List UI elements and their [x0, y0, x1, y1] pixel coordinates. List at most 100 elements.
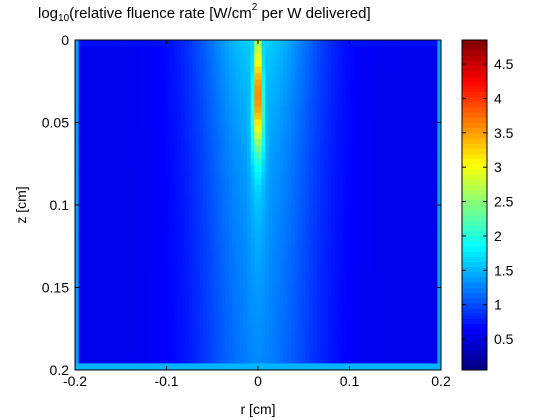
heatmap-cell	[89, 244, 94, 252]
heatmap-cell	[148, 172, 153, 179]
heatmap-cell	[82, 350, 87, 358]
heatmap-cell	[397, 53, 402, 61]
heatmap-cell	[100, 79, 105, 87]
heatmap-cell	[159, 205, 164, 212]
heatmap-cell	[323, 290, 328, 298]
heatmap-cell	[199, 158, 204, 166]
heatmap-cell	[111, 238, 116, 245]
heatmap-cell	[415, 224, 420, 232]
heatmap-cell	[312, 251, 317, 259]
heatmap-cell	[400, 271, 405, 278]
heatmap-cell	[360, 152, 365, 160]
heatmap-cell	[345, 46, 350, 54]
heatmap-cell	[408, 132, 413, 140]
heatmap-cell	[320, 145, 325, 153]
heatmap-cell	[89, 185, 94, 193]
heatmap-cell	[228, 119, 233, 127]
heatmap-cell	[247, 158, 252, 166]
heatmap-cell	[115, 356, 120, 364]
heatmap-cell	[239, 86, 244, 94]
heatmap-cell	[422, 257, 427, 265]
heatmap-cell	[265, 257, 270, 265]
heatmap-cell	[272, 185, 277, 193]
heatmap-cell	[353, 363, 358, 371]
heatmap-cell	[426, 66, 431, 74]
heatmap-cell	[104, 99, 109, 107]
heatmap-cell	[375, 356, 380, 364]
heatmap-cell	[268, 132, 274, 140]
heatmap-cell	[375, 323, 380, 331]
heatmap-cell	[265, 205, 270, 212]
heatmap-cell	[367, 125, 372, 133]
heatmap-cell	[437, 172, 442, 179]
heatmap-cell	[243, 238, 248, 245]
heatmap-cell	[419, 350, 424, 358]
heatmap-cell	[323, 40, 328, 47]
heatmap-cell	[173, 145, 178, 153]
heatmap-cell	[320, 297, 325, 305]
heatmap-cell	[276, 304, 281, 311]
heatmap-cell	[276, 178, 281, 186]
heatmap-cell	[236, 297, 241, 305]
heatmap-cell	[140, 251, 145, 259]
heatmap-cell	[430, 53, 435, 61]
heatmap-cell	[276, 363, 281, 371]
heatmap-cell	[305, 297, 310, 305]
heatmap-cell	[195, 218, 200, 226]
heatmap-cell	[89, 112, 94, 120]
heatmap-cell	[301, 330, 306, 338]
heatmap-cell	[228, 317, 233, 325]
heatmap-cell	[173, 343, 178, 351]
heatmap-cell	[126, 165, 131, 173]
heatmap-cell	[140, 59, 145, 67]
heatmap-cell	[261, 337, 266, 344]
heatmap-cell	[181, 337, 186, 344]
heatmap-cell	[148, 343, 153, 351]
heatmap-cell	[93, 79, 98, 87]
heatmap-cell	[247, 59, 252, 67]
heatmap-cell	[239, 297, 244, 305]
heatmap-cell	[210, 238, 215, 245]
heatmap-cell	[173, 66, 178, 74]
heatmap-cell	[316, 343, 321, 351]
heatmap-cell	[422, 231, 427, 239]
heatmap-cell	[415, 356, 420, 364]
heatmap-cell	[386, 224, 391, 232]
heatmap-cell	[181, 191, 186, 199]
heatmap-cell	[162, 323, 167, 331]
heatmap-cell	[129, 304, 134, 311]
heatmap-cell	[305, 106, 310, 113]
heatmap-cell	[367, 244, 372, 252]
heatmap-cell	[404, 125, 409, 133]
heatmap-cell	[268, 92, 274, 100]
heatmap-cell	[162, 185, 167, 193]
heatmap-cell	[408, 152, 413, 160]
heatmap-cell	[100, 224, 105, 232]
heatmap-cell	[148, 132, 153, 140]
heatmap-cell	[192, 178, 197, 186]
heatmap-cell	[225, 152, 230, 160]
heatmap-cell	[140, 363, 145, 371]
heatmap-cell	[356, 152, 361, 160]
heatmap-cell	[375, 271, 380, 278]
heatmap-cell	[155, 106, 160, 113]
heatmap-cell	[408, 40, 413, 47]
heatmap-cell	[397, 79, 402, 87]
heatmap-cell	[221, 231, 226, 239]
heatmap-cell	[232, 218, 237, 226]
heatmap-cell	[342, 290, 347, 298]
heatmap-cell	[254, 86, 259, 94]
heatmap-cell	[338, 363, 343, 371]
heatmap-cell	[228, 330, 233, 338]
heatmap-cell	[265, 224, 270, 232]
heatmap-cell	[389, 257, 394, 265]
heatmap-cell	[93, 211, 98, 219]
heatmap-cell	[422, 79, 427, 87]
heatmap-cell	[195, 224, 200, 232]
heatmap-cell	[283, 224, 288, 232]
heatmap-cell	[312, 290, 317, 298]
heatmap-cell	[75, 317, 80, 325]
heatmap-cell	[353, 205, 358, 212]
heatmap-cell	[173, 152, 178, 160]
heatmap-cell	[342, 119, 347, 127]
